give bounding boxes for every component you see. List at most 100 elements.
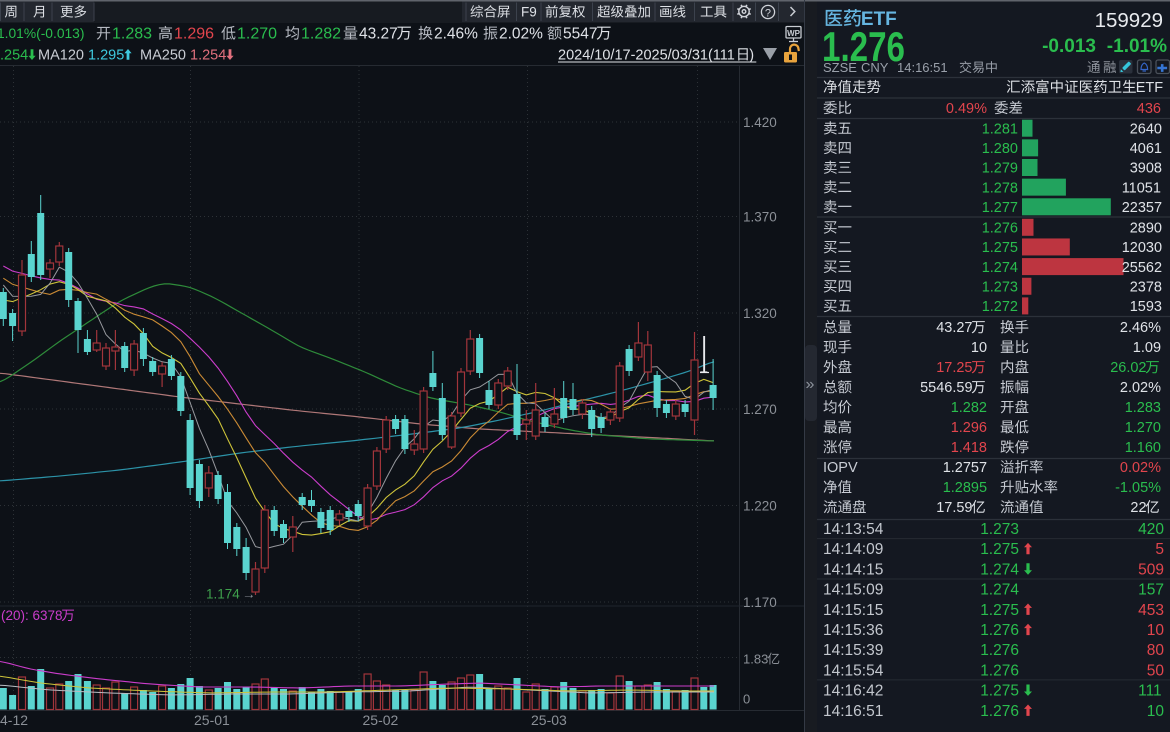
svg-text:5547: 5547 <box>563 26 597 43</box>
svg-text:1.320: 1.320 <box>743 306 777 321</box>
svg-text:12030: 12030 <box>1122 240 1162 256</box>
svg-text:1.418: 1.418 <box>951 440 987 456</box>
svg-text:»: » <box>806 376 815 393</box>
svg-text:25562: 25562 <box>1122 260 1162 276</box>
svg-text:1.2757: 1.2757 <box>943 460 987 476</box>
svg-text:1.275: 1.275 <box>982 240 1018 256</box>
svg-text:26.02: 26.02 <box>1110 360 1146 376</box>
svg-text:1.420: 1.420 <box>743 115 777 130</box>
svg-text:509: 509 <box>1138 561 1164 578</box>
svg-text:-1.05%: -1.05% <box>1115 480 1161 496</box>
svg-text:1.276: 1.276 <box>982 221 1018 237</box>
svg-text:CNY: CNY <box>861 60 889 75</box>
svg-text:1.170: 1.170 <box>743 595 777 610</box>
svg-text:1.160: 1.160 <box>1125 440 1161 456</box>
svg-text:?: ? <box>765 8 771 20</box>
svg-text:2.02%: 2.02% <box>1120 380 1161 396</box>
svg-text:.254: .254 <box>0 48 28 64</box>
svg-text:4-12: 4-12 <box>0 712 28 728</box>
svg-text:1.174: 1.174 <box>206 587 240 602</box>
svg-text:1.275: 1.275 <box>980 541 1019 558</box>
svg-text:157: 157 <box>1138 582 1164 599</box>
svg-text:2024/10/17-2025/03/31(111: 2024/10/17-2025/03/31(111 <box>558 48 735 64</box>
svg-text:2640: 2640 <box>1130 121 1162 137</box>
svg-text:1.281: 1.281 <box>982 121 1018 137</box>
svg-text:1.276: 1.276 <box>980 662 1019 679</box>
svg-text:1.295: 1.295 <box>88 48 124 64</box>
svg-text:1.273: 1.273 <box>982 279 1018 295</box>
svg-text:): ) <box>749 48 754 64</box>
svg-text:1.09: 1.09 <box>1133 340 1161 356</box>
svg-text:IOPV: IOPV <box>823 460 858 476</box>
svg-text:-1.01%: -1.01% <box>1107 36 1167 57</box>
svg-text:14:16:51: 14:16:51 <box>823 703 883 720</box>
svg-text:1.370: 1.370 <box>743 209 777 224</box>
svg-text:14:15:39: 14:15:39 <box>823 642 883 659</box>
svg-text:1593: 1593 <box>1130 299 1162 315</box>
svg-text:11051: 11051 <box>1122 180 1161 196</box>
svg-text:1.283: 1.283 <box>112 26 152 43</box>
svg-text:2.46%: 2.46% <box>434 26 478 43</box>
svg-text:25-02: 25-02 <box>363 712 399 728</box>
svg-text:1.279: 1.279 <box>982 161 1018 177</box>
svg-text:80: 80 <box>1147 642 1165 659</box>
svg-text:50: 50 <box>1147 662 1165 679</box>
svg-text:1.272: 1.272 <box>982 299 1018 315</box>
svg-text:43.27: 43.27 <box>936 320 972 336</box>
svg-text:1.274: 1.274 <box>980 582 1019 599</box>
svg-text:2.02%: 2.02% <box>499 26 543 43</box>
svg-text:17.25: 17.25 <box>936 360 972 376</box>
svg-text:1.276: 1.276 <box>980 642 1019 659</box>
svg-text:ETF: ETF <box>861 9 897 30</box>
svg-text:14:15:36: 14:15:36 <box>823 622 883 639</box>
svg-text:SZSE: SZSE <box>823 60 857 75</box>
svg-text:22357: 22357 <box>1122 200 1162 216</box>
svg-text:14:14:09: 14:14:09 <box>823 541 883 558</box>
svg-text:10: 10 <box>1147 703 1165 720</box>
svg-text:1.275: 1.275 <box>980 683 1019 700</box>
svg-text:436: 436 <box>1137 101 1161 117</box>
svg-text:2890: 2890 <box>1130 221 1162 237</box>
svg-text:ETF: ETF <box>1136 80 1164 96</box>
svg-text:3908: 3908 <box>1130 161 1162 177</box>
svg-text:WP: WP <box>787 29 801 38</box>
svg-text:(20): 6378: (20): 6378 <box>1 608 63 623</box>
svg-text:1.254: 1.254 <box>190 48 226 64</box>
svg-text:1.296: 1.296 <box>951 420 987 436</box>
svg-text:10: 10 <box>971 340 987 356</box>
svg-text:14:16:42: 14:16:42 <box>823 683 883 700</box>
svg-text:2378: 2378 <box>1130 279 1162 295</box>
svg-text:14:13:54: 14:13:54 <box>823 521 884 538</box>
svg-text:10: 10 <box>1147 622 1165 639</box>
svg-text:1.274: 1.274 <box>980 561 1019 578</box>
svg-text:1.282: 1.282 <box>301 26 341 43</box>
svg-text:1.270: 1.270 <box>1125 420 1161 436</box>
svg-text:1.2895: 1.2895 <box>943 480 987 496</box>
svg-text:1.296: 1.296 <box>174 26 214 43</box>
svg-text:1.275: 1.275 <box>980 602 1019 619</box>
svg-text:14:16:51: 14:16:51 <box>897 60 948 75</box>
svg-text:159929: 159929 <box>1095 9 1163 32</box>
svg-text:25-03: 25-03 <box>531 712 567 728</box>
svg-text:14:14:15: 14:14:15 <box>823 561 883 578</box>
svg-text:1.277: 1.277 <box>982 200 1018 216</box>
svg-text:14:15:09: 14:15:09 <box>823 582 883 599</box>
svg-text:→: → <box>242 587 256 602</box>
svg-text:43.27: 43.27 <box>359 26 398 43</box>
svg-text:1.280: 1.280 <box>982 141 1018 157</box>
svg-text:5546.59: 5546.59 <box>920 380 972 396</box>
svg-text:MA250: MA250 <box>140 48 186 64</box>
svg-text:1.270: 1.270 <box>237 26 277 43</box>
svg-text:5: 5 <box>1155 541 1164 558</box>
svg-text:1.270: 1.270 <box>743 402 777 417</box>
svg-text:2.46%: 2.46% <box>1120 320 1161 336</box>
svg-text:111: 111 <box>1138 683 1162 700</box>
svg-text:1.283: 1.283 <box>1125 400 1161 416</box>
svg-text:0: 0 <box>743 692 750 707</box>
svg-text:453: 453 <box>1138 602 1164 619</box>
svg-text:4061: 4061 <box>1130 141 1162 157</box>
svg-text:1.220: 1.220 <box>743 498 777 513</box>
svg-text:-0.013: -0.013 <box>1042 36 1096 57</box>
svg-text:0.02%: 0.02% <box>1120 460 1161 476</box>
svg-text:0.49%: 0.49% <box>946 101 987 117</box>
